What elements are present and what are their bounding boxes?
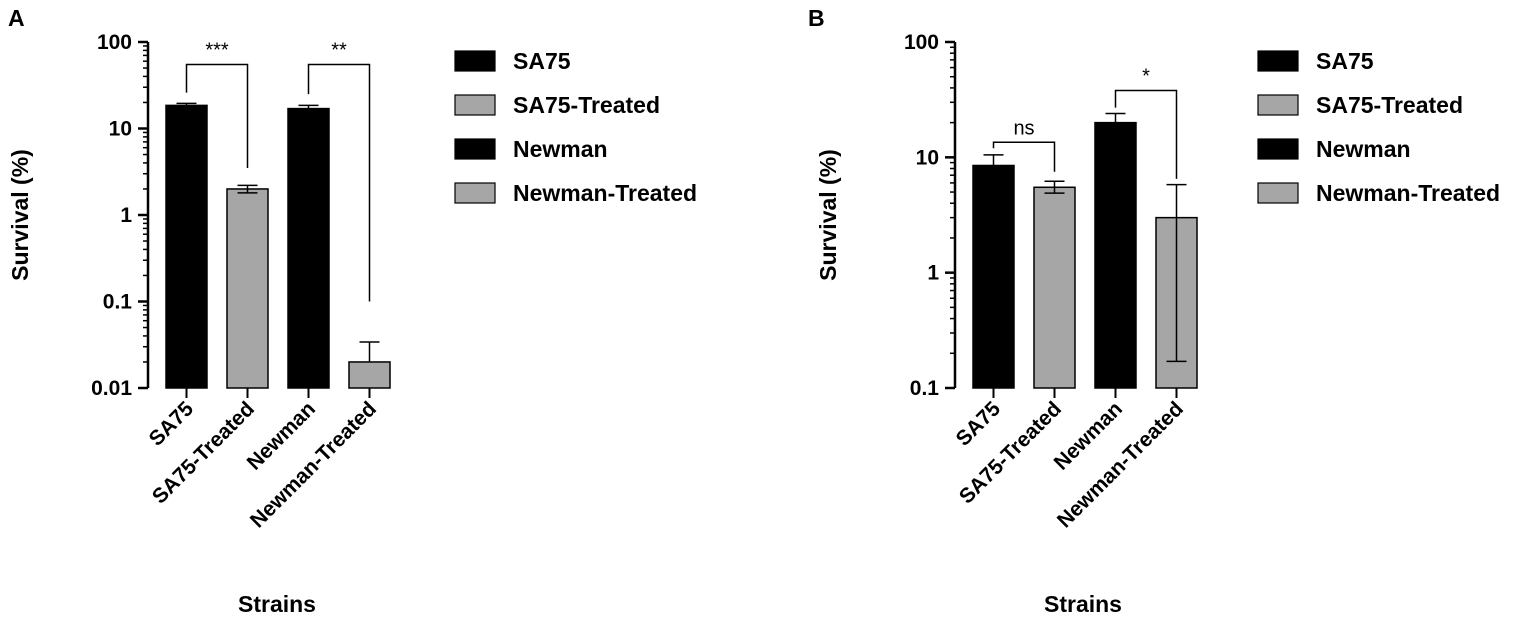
legend-swatch	[1257, 50, 1299, 72]
significance-bracket	[185, 63, 249, 168]
legend: SA75 SA75-Treated Newman Newman-Treated	[454, 48, 697, 206]
significance-label: **	[331, 39, 347, 61]
y-tick-label: 0.1	[103, 291, 133, 314]
legend-swatch	[454, 94, 496, 116]
y-tick-label: 0.01	[91, 377, 132, 400]
y-tick-label: 0.1	[910, 377, 940, 400]
legend-label: Newman-Treated	[1316, 180, 1500, 206]
panel-label: A	[8, 5, 25, 31]
bar-sa75-treated	[1033, 186, 1076, 389]
legend: SA75 SA75-Treated Newman Newman-Treated	[1257, 48, 1500, 206]
y-tick-label: 100	[904, 31, 939, 54]
y-tick-label: 1	[120, 204, 132, 227]
legend-swatch	[1257, 138, 1299, 160]
bar-sa75	[165, 104, 208, 389]
significance-bracket	[992, 141, 1056, 172]
legend-label: SA75	[1316, 48, 1374, 74]
significance-label: ns	[1013, 117, 1034, 139]
y-tick-label: 10	[109, 118, 132, 141]
legend-swatch	[1257, 94, 1299, 116]
legend-label: Newman	[1316, 136, 1411, 162]
y-axis-title: Survival (%)	[815, 149, 841, 281]
significance-label: *	[1142, 65, 1150, 87]
y-tick-label: 100	[97, 31, 132, 54]
significance-label: ***	[205, 39, 229, 61]
bar-newman-treated	[348, 361, 391, 389]
legend-label: Newman	[513, 136, 608, 162]
x-category-label: SA75	[952, 397, 1006, 451]
y-tick-label: 1	[927, 262, 939, 285]
legend-swatch	[454, 182, 496, 204]
y-axis-title: Survival (%)	[7, 149, 33, 281]
legend-label: Newman-Treated	[513, 180, 697, 206]
bar-newman	[1094, 121, 1137, 389]
legend-swatch	[454, 138, 496, 160]
y-tick-label: 10	[916, 146, 939, 169]
legend-swatch	[1257, 182, 1299, 204]
legend-label: SA75-Treated	[1316, 92, 1463, 118]
legend-swatch	[454, 50, 496, 72]
bar-newman	[287, 107, 330, 389]
significance-bracket	[1114, 89, 1178, 179]
significance-bracket	[307, 63, 371, 302]
legend-label: SA75-Treated	[513, 92, 660, 118]
x-axis-title: Strains	[1044, 591, 1122, 617]
chart-panel-b: B 100 10 1 0.1 SA75 SA75-Treated Newman Newman-T…	[808, 5, 1500, 617]
x-axis-title: Strains	[238, 591, 316, 617]
chart-panel-a: A 100 10 1 0.1 0.01 SA75 SA75-Treated Newman Newm…	[7, 5, 697, 617]
x-category-label: SA75	[145, 397, 199, 451]
bar-sa75-treated	[226, 188, 269, 389]
panel-label: B	[808, 5, 825, 31]
bar-sa75	[972, 164, 1015, 389]
legend-label: SA75	[513, 48, 571, 74]
